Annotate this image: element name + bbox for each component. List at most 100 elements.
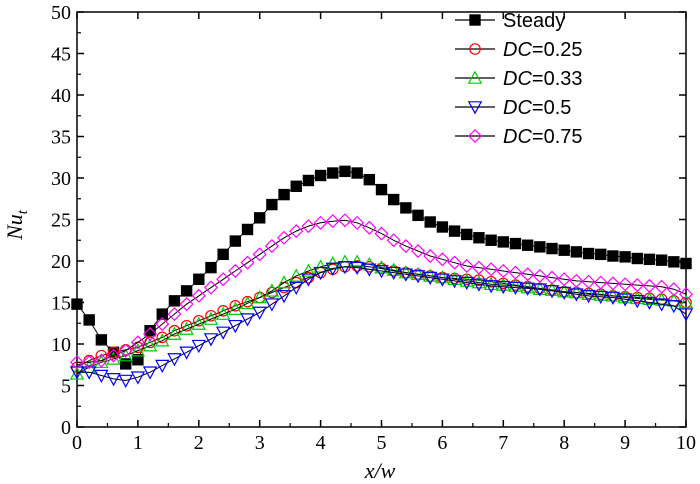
legend-marker <box>467 70 483 84</box>
data-point <box>278 188 290 201</box>
data-point <box>435 273 450 287</box>
data-point <box>266 286 278 299</box>
data-point <box>349 261 365 276</box>
data-point <box>569 285 584 299</box>
data-point <box>168 324 181 337</box>
y-tick-label: 20 <box>51 251 71 273</box>
data-point <box>423 271 438 286</box>
data-point <box>398 268 414 282</box>
data-point <box>630 295 645 309</box>
data-point <box>264 239 279 254</box>
data-point <box>386 262 401 276</box>
data-point <box>95 334 108 346</box>
data-point <box>630 290 645 305</box>
legend-entry: DC=0.5 <box>455 97 571 119</box>
series-3 <box>69 261 694 388</box>
data-point <box>496 277 511 291</box>
data-point <box>130 343 146 357</box>
data-point <box>337 261 353 275</box>
data-point <box>448 225 461 237</box>
data-point <box>496 263 511 279</box>
data-point <box>459 258 474 274</box>
y-tick-label: 35 <box>51 127 71 149</box>
data-point <box>509 237 522 250</box>
legend-entry: DC=0.33 <box>455 68 583 90</box>
data-point <box>240 295 255 310</box>
data-point <box>167 307 182 322</box>
data-point <box>654 279 669 294</box>
legend-entry: DC=0.75 <box>455 126 583 148</box>
data-point <box>593 275 608 290</box>
y-tick-label: 40 <box>51 85 71 107</box>
data-point <box>228 319 243 334</box>
data-point <box>180 285 193 297</box>
data-point <box>508 265 523 280</box>
data-point <box>410 266 426 281</box>
data-point <box>118 374 133 388</box>
x-tick-label: 6 <box>437 432 447 454</box>
data-point <box>435 270 450 284</box>
data-point <box>471 275 487 289</box>
y-tick-label: 25 <box>51 210 71 232</box>
legend-label: DC=0.33 <box>503 68 583 90</box>
data-point <box>69 355 85 370</box>
data-point <box>668 256 680 268</box>
data-point <box>301 273 316 287</box>
data-point <box>423 248 438 264</box>
data-point <box>313 259 328 273</box>
data-point <box>508 281 523 296</box>
data-point <box>217 248 229 261</box>
data-point <box>155 317 170 332</box>
data-point <box>447 275 462 289</box>
data-point <box>276 290 292 304</box>
data-point <box>471 278 487 292</box>
data-point <box>532 268 547 283</box>
data-point <box>106 373 121 387</box>
data-point <box>508 278 523 292</box>
data-point <box>374 226 389 241</box>
data-point <box>424 216 436 228</box>
legend-label: Steady <box>503 10 565 32</box>
data-point <box>569 288 584 302</box>
data-point <box>144 325 156 337</box>
data-point <box>556 284 572 298</box>
series-4 <box>69 213 694 370</box>
data-point <box>229 235 242 247</box>
data-point <box>631 252 643 265</box>
data-point <box>82 355 97 370</box>
data-point <box>228 301 243 315</box>
data-point <box>461 228 473 241</box>
y-tick-label: 15 <box>51 293 71 315</box>
data-point <box>556 286 572 300</box>
data-point <box>191 339 207 354</box>
x-tick-label: 7 <box>498 432 508 454</box>
data-point <box>362 263 377 277</box>
data-point <box>120 358 132 370</box>
data-point <box>203 280 219 295</box>
data-point <box>436 221 449 233</box>
x-tick-label: 9 <box>620 432 630 454</box>
data-point <box>216 272 231 287</box>
data-point <box>217 304 229 317</box>
data-point <box>569 273 584 288</box>
data-point <box>179 321 194 335</box>
data-point <box>544 282 560 296</box>
data-point <box>642 296 657 310</box>
data-point <box>375 183 388 196</box>
x-tick-label: 3 <box>255 432 265 454</box>
data-point <box>484 262 499 277</box>
data-point <box>155 333 170 347</box>
data-point <box>252 290 267 304</box>
x-axis-title: x/w <box>364 458 396 483</box>
data-point <box>240 255 255 270</box>
data-point <box>471 260 486 275</box>
data-point <box>325 262 340 276</box>
data-point <box>179 346 194 360</box>
data-point <box>520 267 535 282</box>
data-point <box>313 215 328 230</box>
series-line <box>77 219 687 363</box>
data-point <box>666 282 681 297</box>
data-point <box>191 288 206 303</box>
legend-label: DC=0.25 <box>503 39 583 61</box>
